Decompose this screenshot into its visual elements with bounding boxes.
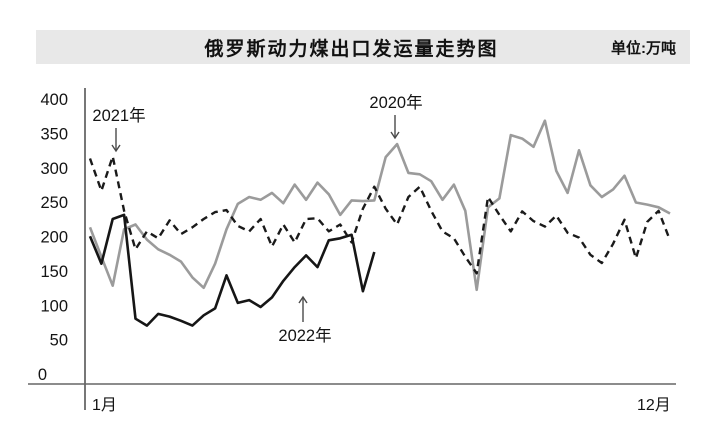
series-line-2020年 [88,119,671,292]
x-axis-end-label: 12月 [637,397,671,414]
annotation-label: 2021年 [92,106,145,125]
annotation-arrow-head-down [390,131,400,140]
y-axis-tick-label: 250 [40,194,68,212]
series-line-2021年 [88,155,672,275]
y-axis-tick-label: 300 [40,160,68,178]
annotation-label: 2020年 [369,93,422,112]
annotation-arrow-head-up [298,295,308,304]
annotation-arrow-head-down [111,144,121,153]
y-axis-tick-label: 400 [40,91,68,109]
chart-title: 俄罗斯动力煤出口发运量走势图 [204,38,499,60]
y-axis-tick-label: 200 [40,229,68,247]
chart-title-bar: 俄罗斯动力煤出口发运量走势图 单位:万吨 [36,30,690,64]
y-axis-tick-label: 50 [50,332,68,350]
y-axis-tick-label: 150 [40,263,68,281]
annotation-label: 2022年 [278,326,331,345]
y-axis-tick-label: 0 [38,366,47,384]
unit-label: 单位:万吨 [611,39,676,57]
series-line-2022年 [88,213,376,327]
y-axis-tick-label: 100 [40,297,68,315]
x-axis-start-label: 1月 [92,397,117,414]
y-axis-tick-label: 350 [40,125,68,143]
